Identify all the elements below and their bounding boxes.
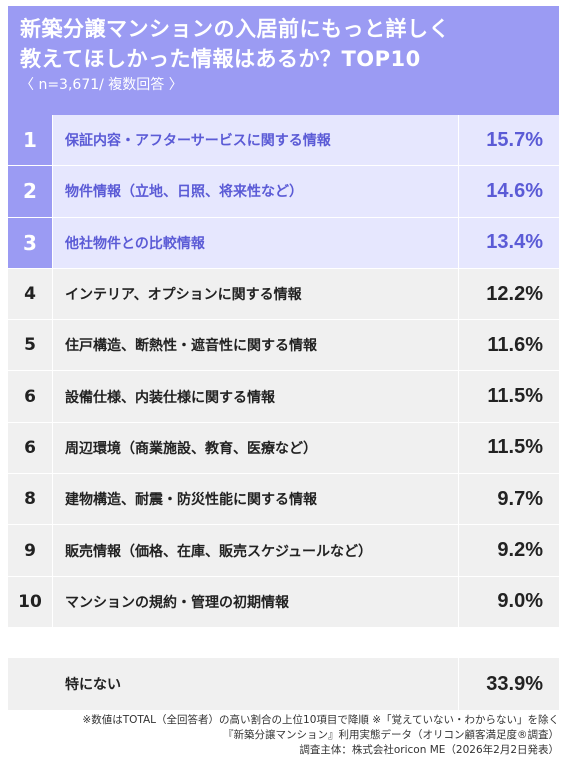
item-percentage: 11.5%: [487, 385, 543, 408]
footer-notes: ※数値はTOTAL（全回答者）の高い割合の上位10項目で降順 ※「覚えていない・…: [8, 713, 559, 758]
rank-number: 6: [8, 371, 53, 422]
ranking-row: 6 設備仕様、内装仕様に関する情報 11.5%: [8, 371, 559, 423]
chart-title-line-2: 教えてほしかった情報はあるか？TOP10: [20, 47, 421, 71]
item-label: 保証内容・アフターサービスに関する情報: [53, 115, 459, 166]
item-percentage: 11.5%: [487, 436, 543, 459]
chart-subtitle: 〈 n=3,671/ 複数回答 〉: [20, 77, 183, 93]
rank-number: 2: [8, 166, 53, 217]
item-label: 他社物件との比較情報: [53, 217, 459, 268]
item-label: マンションの規約・管理の初期情報: [53, 576, 459, 627]
item-label: インテリア、オプションに関する情報: [53, 268, 459, 320]
rank-number: 6: [8, 422, 53, 474]
item-percentage: 14.6%: [486, 179, 543, 202]
ranking-row: 5 住戸構造、断熱性・遮音性に関する情報 11.6%: [8, 320, 559, 372]
ranking-row: 4 インテリア、オプションに関する情報 12.2%: [8, 268, 559, 321]
chart-header: 新築分譲マンションの入居前にもっと詳しく 教えてほしかった情報はあるか？TOP1…: [8, 6, 559, 115]
item-percentage: 15.7%: [486, 128, 543, 151]
ranking-row: 8 建物構造、耐震・防災性能に関する情報 9.7%: [8, 474, 559, 526]
item-percentage: 13.4%: [486, 231, 543, 254]
item-label: 住戸構造、断熱性・遮音性に関する情報: [53, 320, 459, 371]
ranking-row: 3 他社物件との比較情報 13.4%: [8, 217, 559, 269]
none-row-label: 特にない: [53, 658, 459, 710]
none-row-value: 33.9%: [486, 672, 543, 695]
rank-number: 1: [8, 115, 53, 166]
chart-title-line-1: 新築分譲マンションの入居前にもっと詳しく: [20, 17, 450, 41]
ranking-row: 6 周辺環境（商業施設、教育、医療など） 11.5%: [8, 422, 559, 475]
ranking-row: 10 マンションの規約・管理の初期情報 9.0%: [8, 576, 559, 628]
ranking-row: 9 販売情報（価格、在庫、販売スケジュールなど） 9.2%: [8, 525, 559, 577]
none-row: 特にない 33.9%: [8, 658, 559, 710]
rank-number: 8: [8, 474, 53, 525]
footer-note-2: 『新築分譲マンション』利用実態データ（オリコン顧客満足度®調査）: [223, 729, 559, 741]
item-label: 物件情報（立地、日照、将来性など）: [53, 166, 459, 217]
ranking-table: 1 保証内容・アフターサービスに関する情報 15.7% 2 物件情報（立地、日照、将来性…: [8, 115, 559, 628]
item-percentage: 9.7%: [497, 487, 543, 510]
item-percentage: 11.6%: [487, 333, 543, 356]
rank-number: 4: [8, 268, 53, 320]
item-label: 設備仕様、内装仕様に関する情報: [53, 371, 459, 422]
footer-note-1: ※数値はTOTAL（全回答者）の高い割合の上位10項目で降順 ※「覚えていない・…: [82, 714, 559, 726]
item-label: 周辺環境（商業施設、教育、医療など）: [53, 422, 459, 474]
item-label: 販売情報（価格、在庫、販売スケジュールなど）: [53, 525, 459, 576]
item-percentage: 9.0%: [497, 590, 543, 613]
rank-number: 5: [8, 320, 53, 371]
rank-number: 3: [8, 217, 53, 268]
item-percentage: 9.2%: [497, 539, 543, 562]
item-percentage: 12.2%: [486, 282, 543, 305]
none-row-rank-cell: [8, 658, 53, 710]
item-label: 建物構造、耐震・防災性能に関する情報: [53, 474, 459, 525]
rank-number: 9: [8, 525, 53, 576]
rank-number: 10: [8, 576, 53, 627]
ranking-row: 1 保証内容・アフターサービスに関する情報 15.7%: [8, 115, 559, 167]
ranking-row: 2 物件情報（立地、日照、将来性など） 14.6%: [8, 166, 559, 218]
footer-note-3: 調査主体：株式会社oricon ME（2026年2月2日発表）: [299, 744, 559, 756]
